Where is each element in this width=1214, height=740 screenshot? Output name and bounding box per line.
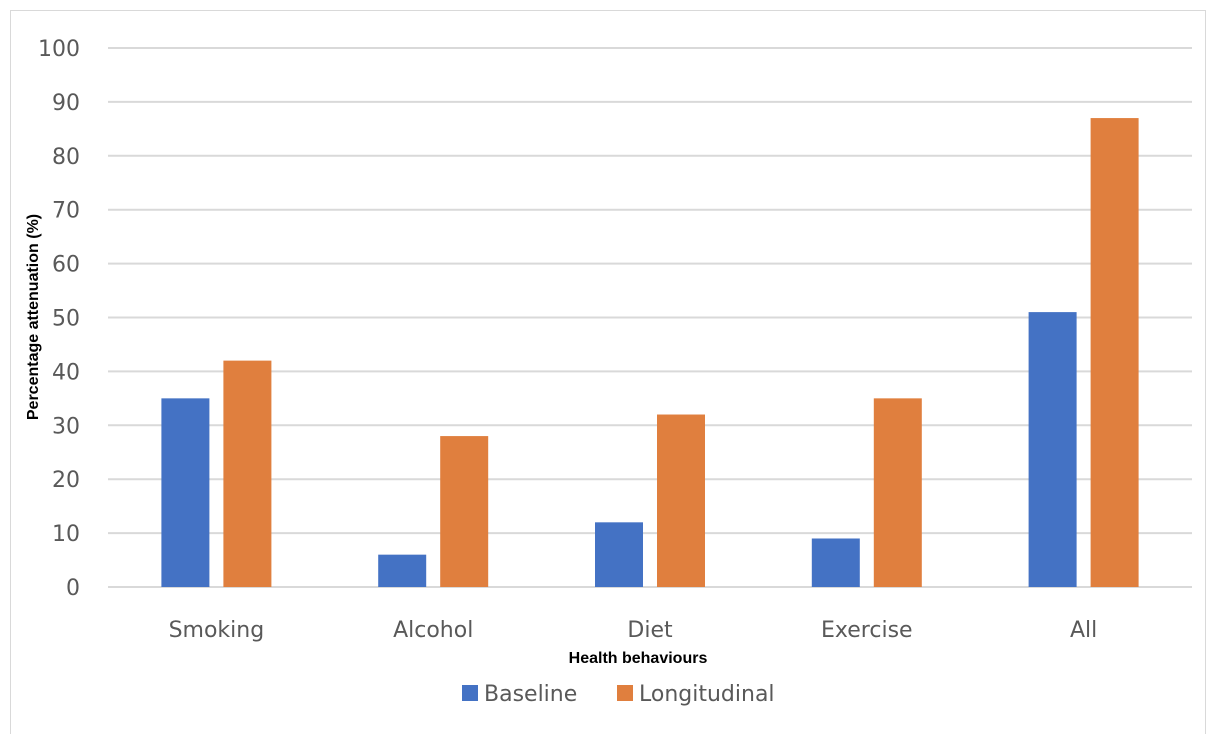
y-tick-label-70: 70 xyxy=(52,199,80,224)
y-tick-label-10: 10 xyxy=(52,522,80,547)
y-tick-label-100: 100 xyxy=(38,37,80,62)
legend-swatch-baseline xyxy=(462,685,478,701)
bar-diet-longitudinal xyxy=(657,414,705,587)
bars xyxy=(161,118,1139,587)
y-tick-label-0: 0 xyxy=(66,576,80,601)
y-tick-label-40: 40 xyxy=(52,360,80,385)
legend-label-longitudinal: Longitudinal xyxy=(639,682,775,707)
bar-all-baseline xyxy=(1028,312,1077,587)
bar-alcohol-baseline xyxy=(378,554,427,587)
x-tick-labels: Smoking Alcohol Diet Exercise All xyxy=(169,618,1098,643)
legend: Baseline Longitudinal xyxy=(462,682,775,707)
y-tick-labels: 0 10 20 30 40 50 60 70 80 90 100 xyxy=(38,37,80,601)
y-tick-label-50: 50 xyxy=(52,307,80,332)
x-tick-label-smoking: Smoking xyxy=(169,618,265,643)
bar-alcohol-longitudinal xyxy=(440,436,489,587)
y-tick-label-80: 80 xyxy=(52,145,80,170)
legend-swatch-longitudinal xyxy=(617,685,633,701)
y-tick-label-90: 90 xyxy=(52,91,80,116)
legend-label-baseline: Baseline xyxy=(484,682,577,707)
chart-frame xyxy=(10,10,1206,734)
x-tick-label-alcohol: Alcohol xyxy=(393,618,473,643)
bar-smoking-longitudinal xyxy=(223,360,272,587)
bar-exercise-baseline xyxy=(811,538,860,587)
x-tick-label-exercise: Exercise xyxy=(821,618,913,643)
x-axis-title: Health behaviours xyxy=(569,650,708,667)
y-tick-label-60: 60 xyxy=(52,253,80,278)
y-tick-label-30: 30 xyxy=(52,414,80,439)
bar-diet-baseline xyxy=(595,522,643,587)
y-axis-title: Percentage attenuation (%) xyxy=(25,214,42,420)
x-tick-label-diet: Diet xyxy=(627,618,673,643)
bar-exercise-longitudinal xyxy=(873,398,922,587)
bar-smoking-baseline xyxy=(161,398,210,587)
bar-all-longitudinal xyxy=(1090,118,1139,587)
y-tick-label-20: 20 xyxy=(52,468,80,493)
gridlines xyxy=(108,47,1192,588)
x-tick-label-all: All xyxy=(1070,618,1097,643)
